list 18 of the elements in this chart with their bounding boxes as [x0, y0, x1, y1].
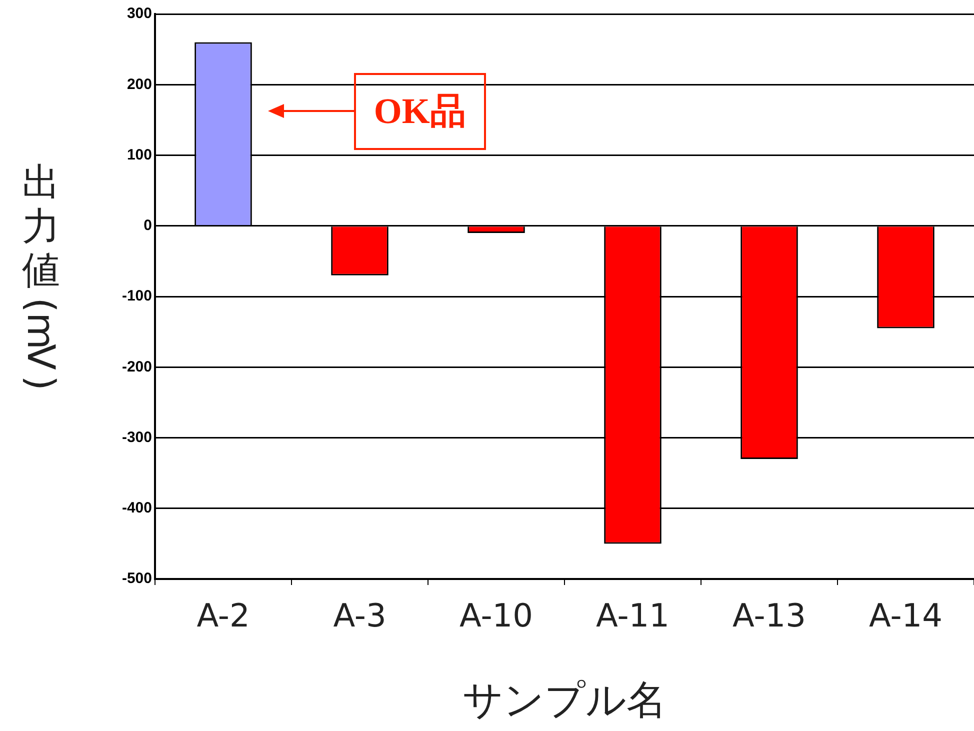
y-tick-label: 100 [126, 146, 152, 164]
x-tick-label: A-3 [333, 596, 386, 635]
y-tick-label: 200 [126, 76, 152, 93]
x-tick-label: A-13 [732, 596, 806, 635]
y-axis-title: 出力値(mV) [18, 160, 64, 392]
y-tick-label: -500 [122, 570, 152, 588]
x-tick-label: A-10 [460, 596, 533, 635]
x-axis-title: サンプル名 [462, 677, 666, 724]
y-tick-label: -300 [122, 428, 152, 446]
y-tick-label: 300 [126, 5, 152, 22]
annotation: OK品 [354, 72, 486, 150]
x-tick-label: A-11 [596, 596, 670, 635]
x-tick-label: A-2 [196, 596, 250, 635]
y-tick-label: -200 [122, 358, 152, 376]
x-tick-label: A-14 [869, 596, 942, 635]
y-tick-label: -400 [122, 500, 152, 517]
y-tick-label: -100 [122, 288, 152, 305]
y-tick-label: 0 [144, 217, 152, 234]
